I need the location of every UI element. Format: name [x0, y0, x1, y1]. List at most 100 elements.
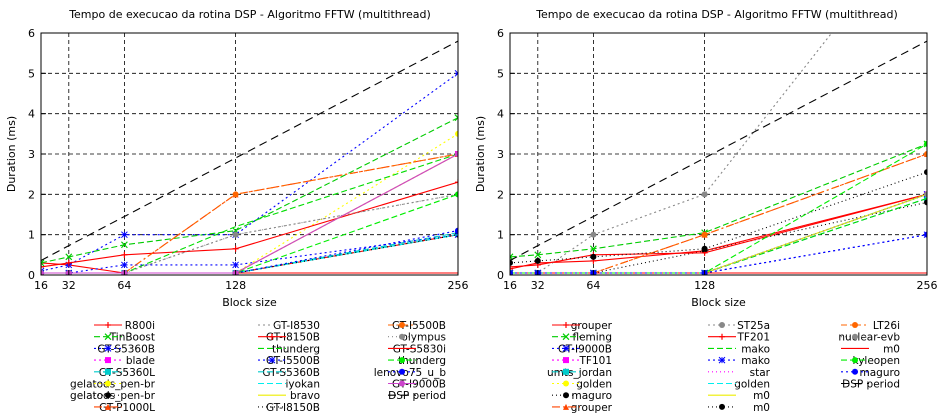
data-point — [924, 191, 927, 198]
series-line — [41, 234, 458, 274]
series-9 — [510, 33, 833, 275]
series-line — [510, 153, 927, 274]
series-line — [41, 153, 458, 274]
legend-label: lenovo75_u_b — [374, 367, 447, 379]
x-tick-label: 64 — [117, 279, 131, 292]
chart-panel-1: 16 32 64 128 256 0 1 2 3 4 5 6 Tempo de execucao da … — [5, 8, 469, 414]
legend-item: GT-S5360B — [94, 343, 155, 355]
legend-marker — [104, 333, 112, 341]
legend-marker — [105, 403, 111, 410]
series-line — [41, 234, 458, 274]
legend-item: blade — [94, 355, 155, 367]
legend-item: lenovo75_u_b — [374, 367, 447, 379]
legend-marker — [399, 333, 405, 340]
legend-item: maguro — [552, 390, 612, 402]
legend-label: bravo — [290, 390, 320, 402]
series-line — [41, 193, 458, 274]
data-point — [232, 191, 239, 198]
legend-marker — [562, 345, 570, 352]
legend-item: fleming — [552, 332, 612, 344]
series-8 — [510, 151, 927, 275]
data-point — [590, 231, 597, 238]
legend-item: GT-S5360B — [258, 367, 320, 379]
series-line — [510, 201, 927, 274]
legend-item: umts_jordan — [547, 367, 612, 379]
x-tick-label: 16 — [34, 279, 48, 292]
series-16 — [510, 169, 927, 266]
series-13 — [41, 234, 458, 274]
legend-label: GT-I9000B — [558, 343, 612, 355]
legend-item: GT-S5360L — [94, 367, 155, 379]
series-line — [510, 193, 927, 268]
series-5 — [41, 229, 458, 275]
series-4 — [510, 191, 927, 275]
y-tick-label: 0 — [28, 269, 35, 282]
y-tick-label: 5 — [28, 67, 35, 80]
legend-item: ST25a — [708, 320, 770, 332]
x-tick-label: 32 — [531, 279, 545, 292]
legend-label: kyleopen — [852, 355, 900, 367]
legend-item: thunderg — [388, 355, 446, 367]
data-point — [41, 259, 45, 267]
legend-marker — [719, 403, 725, 410]
plot-frame — [40, 32, 459, 276]
legend-label: TF101 — [579, 355, 613, 367]
series-6 — [41, 130, 458, 275]
data-point — [590, 253, 597, 260]
legend-marker — [399, 357, 405, 364]
legend-item: kyleopen — [841, 355, 900, 367]
series-line — [510, 234, 927, 274]
series-16 — [41, 234, 458, 274]
x-tick-label: 256 — [917, 279, 938, 292]
legend-item: GT-P1000L — [94, 402, 155, 414]
data-point — [510, 263, 513, 270]
legend-item: TF101 — [552, 355, 612, 367]
series-line — [41, 153, 458, 274]
legend-label: nuclear-evb — [838, 332, 900, 344]
data-point — [701, 231, 708, 238]
legend-label: grouper — [571, 320, 613, 332]
x-tick-label: 256 — [448, 279, 469, 292]
legend-marker — [105, 322, 111, 328]
legend-label: gelatods_pen-br — [70, 379, 156, 391]
legend-item: GT-I9000B — [388, 379, 446, 391]
y-tick-label: 3 — [28, 148, 35, 161]
y-tick-label: 5 — [497, 67, 504, 80]
legend-label: star — [750, 367, 771, 379]
series-17 — [41, 151, 458, 275]
legend-marker — [563, 368, 569, 375]
x-tick-label: 16 — [503, 279, 517, 292]
y-tick-label: 6 — [497, 27, 504, 40]
series-18 — [510, 191, 927, 275]
legend-label: golden — [734, 379, 770, 391]
legend-label: GT-I8150B — [266, 332, 320, 344]
x-axis-label: Block size — [691, 296, 746, 309]
legend-item: gelatods_pen-br — [70, 379, 156, 391]
series-17 — [510, 151, 927, 275]
legend-label: thunderg — [398, 355, 446, 367]
data-point — [534, 257, 541, 264]
legend-item: DSP period — [841, 379, 900, 391]
series-18 — [41, 191, 458, 275]
y-tick-label: 0 — [497, 269, 504, 282]
legend-marker — [562, 333, 570, 341]
data-point — [41, 263, 44, 270]
legend-label: GT-S5360B — [262, 367, 320, 379]
y-tick-label: 2 — [28, 188, 35, 201]
legend-label: mako — [741, 355, 770, 367]
series-line — [510, 153, 927, 274]
y-tick-label: 2 — [497, 188, 504, 201]
series-line — [41, 234, 458, 274]
legend-label: fleming — [572, 332, 612, 344]
legend-label: LT26i — [873, 320, 900, 332]
legend-marker — [852, 333, 858, 340]
data-point — [701, 245, 708, 252]
legend-item: thunderg — [258, 343, 320, 355]
legend-item: mako — [708, 343, 770, 355]
legend-label: GT-I5500B — [392, 320, 446, 332]
series-1 — [510, 191, 927, 272]
data-point — [232, 261, 239, 269]
series-line — [510, 33, 833, 274]
legend-item: olympus — [388, 332, 446, 344]
